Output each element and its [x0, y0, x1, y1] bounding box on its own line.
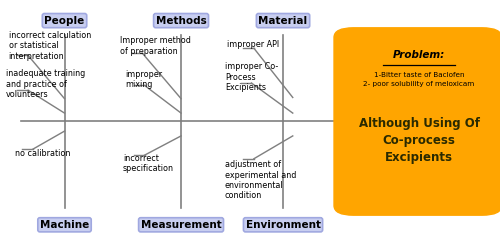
Text: inadequate training
and practice of
volunteers: inadequate training and practice of volu… — [6, 69, 86, 99]
Text: improper
mixing: improper mixing — [125, 70, 162, 89]
Text: Problem:: Problem: — [393, 51, 445, 61]
Text: no calibration: no calibration — [15, 149, 70, 158]
Text: Measurement: Measurement — [140, 220, 222, 230]
Text: incorrect calculation
or statistical
interpretation: incorrect calculation or statistical int… — [8, 31, 91, 61]
Text: improper Co-
Process
Excipients: improper Co- Process Excipients — [225, 62, 278, 92]
Text: incorrect
specification: incorrect specification — [123, 154, 174, 173]
Text: People: People — [44, 16, 84, 26]
Text: Although Using Of
Co-process
Excipients: Although Using Of Co-process Excipients — [358, 117, 480, 164]
Text: Machine: Machine — [40, 220, 89, 230]
Text: Material: Material — [258, 16, 308, 26]
Text: Methods: Methods — [156, 16, 206, 26]
Text: 1-Bitter taste of Baclofen: 1-Bitter taste of Baclofen — [374, 72, 464, 78]
Text: Improper method
of preparation: Improper method of preparation — [120, 36, 191, 56]
FancyBboxPatch shape — [334, 28, 500, 215]
Text: Environment: Environment — [246, 220, 320, 230]
Text: 2- poor solubility of meloxicam: 2- poor solubility of meloxicam — [364, 81, 474, 87]
Text: adjustment of
experimental and
environmental
condition: adjustment of experimental and environme… — [225, 160, 296, 200]
Text: improper API: improper API — [227, 40, 280, 49]
